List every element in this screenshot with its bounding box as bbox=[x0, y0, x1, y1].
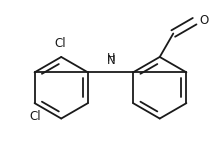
Text: Cl: Cl bbox=[30, 110, 42, 123]
Text: Cl: Cl bbox=[54, 37, 66, 50]
Text: H: H bbox=[107, 53, 115, 63]
Text: O: O bbox=[199, 14, 208, 27]
Text: N: N bbox=[107, 54, 115, 67]
